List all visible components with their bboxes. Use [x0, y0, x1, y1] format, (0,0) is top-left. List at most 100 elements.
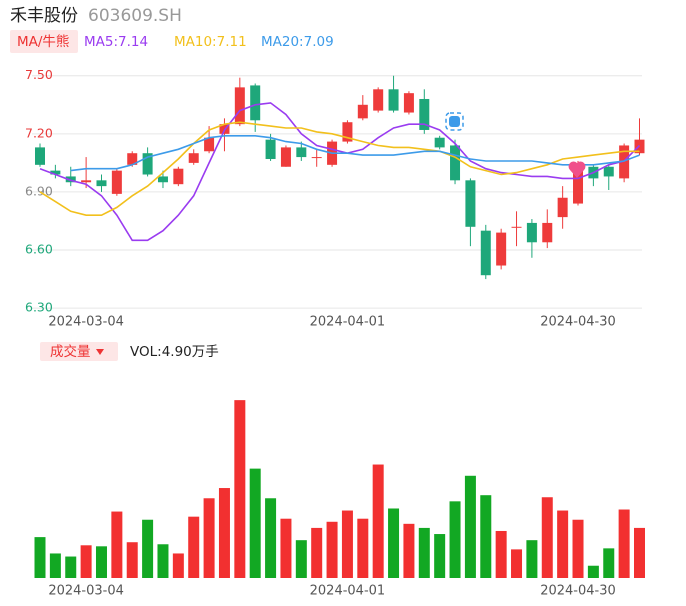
candle-body	[619, 145, 630, 179]
candle-body	[35, 147, 45, 165]
volume-bar	[188, 516, 200, 578]
candle-body	[603, 166, 614, 177]
volume-bar	[572, 519, 584, 578]
candle-body	[142, 153, 153, 175]
candle-body	[157, 176, 168, 183]
x-tick-label: 2024-03-04	[48, 584, 124, 599]
candle-body	[96, 180, 107, 187]
x-tick-label: 2024-04-01	[310, 584, 386, 599]
volume-bar	[526, 540, 538, 578]
candle-body	[480, 230, 491, 276]
candle-body	[50, 170, 61, 175]
candle-body	[188, 153, 199, 163]
stock-code: 603609.SH	[88, 6, 182, 26]
candle-body	[173, 168, 184, 185]
volume-bar	[634, 527, 645, 578]
volume-bar	[126, 542, 138, 578]
legend-entry: MA20:7.09	[261, 34, 334, 50]
volume-bar	[311, 527, 323, 578]
y-tick-label: 6.30	[25, 300, 53, 315]
candle-body	[280, 147, 291, 167]
volume-bar	[541, 497, 553, 578]
candle-body	[465, 180, 476, 227]
volume-bar	[249, 468, 261, 578]
x-tick-label: 2024-03-04	[48, 315, 124, 330]
volume-bar	[280, 518, 292, 578]
volume-bar	[388, 508, 400, 578]
volume-bar	[449, 501, 461, 578]
volume-bar	[511, 549, 523, 578]
volume-bar	[587, 565, 599, 578]
ma-button-bg[interactable]	[10, 30, 78, 53]
x-tick-label: 2024-04-30	[540, 315, 616, 330]
candle-body	[250, 85, 261, 121]
volume-bar	[326, 521, 338, 578]
volume-bar	[111, 511, 123, 578]
volume-bar	[234, 400, 246, 578]
candle-body	[265, 139, 276, 160]
ma-line	[70, 135, 640, 172]
legend-entry: MA5:7.14	[84, 34, 148, 50]
candle-body	[296, 147, 307, 158]
stock-name: 禾丰股份	[10, 6, 78, 26]
y-tick-label: 6.60	[25, 242, 53, 257]
volume-bar	[218, 488, 230, 578]
candle-body	[127, 153, 138, 165]
candle-body	[557, 197, 568, 218]
volume-bar	[464, 475, 476, 578]
x-tick-label: 2024-04-01	[310, 315, 386, 330]
candle-body	[573, 164, 584, 204]
volume-bar	[434, 534, 446, 578]
y-tick-label: 7.50	[25, 67, 53, 82]
volume-label: VOL:4.90万手	[130, 344, 219, 360]
candle-body	[373, 89, 384, 111]
badge-icon	[445, 112, 464, 131]
volume-button[interactable]: 成交量	[50, 343, 91, 360]
candle-body	[496, 232, 507, 266]
volume-bar	[603, 548, 615, 578]
ma-line	[39, 121, 640, 216]
heart-icon	[568, 161, 586, 178]
volume-bar	[295, 540, 307, 578]
candle-body	[511, 226, 522, 228]
candle-body	[419, 98, 430, 130]
volume-bar	[172, 553, 184, 578]
volume-bar	[49, 553, 61, 578]
volume-bar	[357, 518, 369, 578]
x-tick-label: 2024-04-30	[540, 584, 616, 599]
volume-bar	[618, 509, 630, 578]
volume-bar	[480, 495, 492, 578]
candle-body	[65, 176, 76, 183]
volume-bar	[34, 537, 46, 578]
candle-body	[311, 157, 322, 159]
volume-bar	[372, 464, 384, 578]
candle-body	[111, 170, 122, 194]
candle-body	[434, 137, 445, 148]
volume-bar	[418, 527, 430, 578]
volume-bar	[80, 545, 92, 578]
candle-body	[81, 180, 92, 183]
candle-body	[357, 104, 368, 119]
candle-body	[403, 93, 414, 113]
ma-button[interactable]: MA/牛熊	[17, 34, 69, 50]
volume-bar	[142, 519, 154, 578]
candle-body	[234, 87, 245, 125]
volume-button-bg[interactable]	[40, 342, 118, 361]
candle-body	[542, 222, 553, 243]
volume-bar	[265, 498, 277, 578]
y-tick-label: 6.90	[25, 183, 53, 198]
volume-bar	[95, 546, 107, 578]
volume-bar	[157, 544, 169, 578]
volume-bar	[341, 510, 353, 578]
candle-body	[204, 137, 215, 152]
volume-bar	[495, 530, 507, 578]
candle-body	[526, 222, 537, 243]
volume-bar	[403, 523, 415, 578]
candle-body	[342, 122, 353, 142]
candle-body	[450, 145, 461, 181]
y-tick-label: 7.20	[25, 125, 53, 140]
dropdown-arrow[interactable]	[96, 349, 104, 355]
ma-line	[39, 102, 641, 242]
volume-bar	[557, 510, 569, 578]
